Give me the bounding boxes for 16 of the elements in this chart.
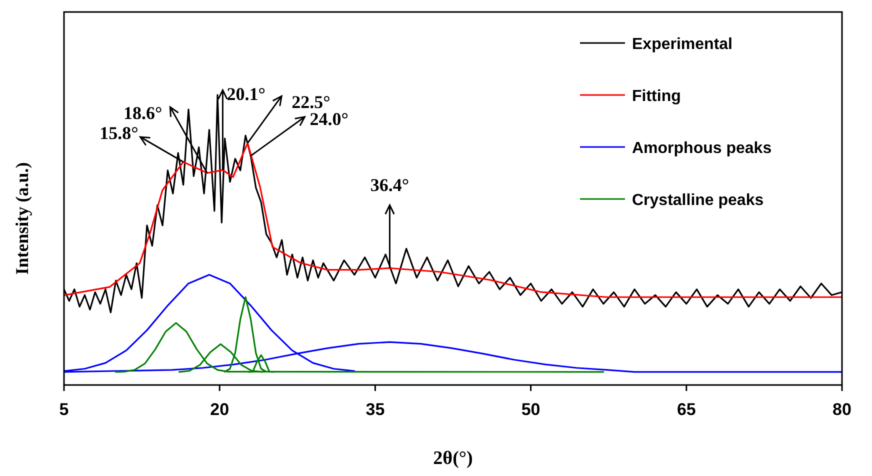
annotation: 20.1°	[226, 84, 266, 104]
legend-label: Fitting	[632, 88, 681, 105]
y-axis-title: Intensity (a.u.)	[12, 162, 32, 275]
annotation: 36.4°	[370, 175, 410, 196]
x-tick-label: 50	[521, 400, 540, 419]
x-tick-label: 20	[210, 400, 230, 419]
x-tick-label: 35	[366, 400, 385, 419]
legend-label: Experimental	[632, 36, 732, 53]
x-axis-title: 2θ(°)	[433, 448, 473, 469]
annotation: 18.6°	[123, 102, 162, 123]
legend-label: Amorphous peaks	[632, 140, 772, 157]
annotation: 15.8°	[100, 122, 138, 143]
x-tick-label: 5	[59, 400, 69, 419]
x-tick-label: 80	[832, 400, 852, 419]
legend-label: Crystalline peaks	[632, 192, 764, 209]
x-tick-label: 65	[676, 400, 696, 419]
